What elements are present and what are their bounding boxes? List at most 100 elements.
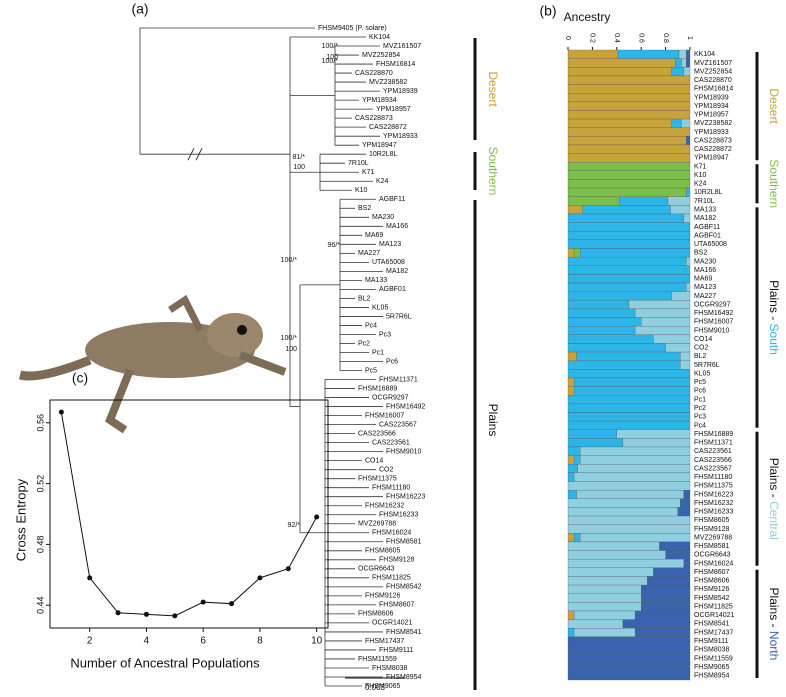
leaf-label: AGBF11 (379, 196, 405, 203)
leaf-label: MVZ269788 (358, 521, 396, 528)
ancestry-segment (622, 438, 691, 448)
ancestry-segment (641, 584, 691, 594)
point (229, 601, 235, 607)
ancestry-segment (567, 524, 691, 534)
ancestry-segment (573, 248, 581, 258)
sample-label: Pc6 (694, 388, 706, 395)
ancestry-segment (686, 49, 691, 59)
ancestry-segment (667, 196, 691, 206)
leaf-label: YPM18957 (376, 106, 411, 113)
sample-label: FHSM9111 (694, 638, 728, 645)
ancestry-segment (567, 144, 691, 154)
sample-label: MA69 (694, 276, 712, 283)
leaf-label: CO14 (365, 458, 383, 465)
leaf-label: KK104 (369, 34, 390, 41)
support-label: 96/* (328, 242, 341, 249)
sample-label: Pc4 (694, 422, 706, 429)
leaf-label: Pc2 (358, 340, 370, 347)
sample-label: FHSM16223 (694, 491, 733, 498)
panel-label: (a) (131, 1, 148, 17)
leaf-label: FHSM17437 (365, 638, 404, 645)
break-mark (187, 147, 203, 161)
sample-label: MVZ238582 (694, 120, 732, 127)
point (285, 566, 291, 572)
ancestry-segment (567, 136, 687, 146)
ancestry-segment (683, 489, 691, 499)
ancestry-segment (567, 291, 672, 301)
scale-label: 0.003 (365, 683, 386, 692)
group-label: Plains - North (767, 588, 781, 661)
group-label-part: Desert (767, 88, 781, 124)
ancestry-segment (567, 360, 681, 370)
ancestry-segment (653, 567, 691, 577)
ancestry-segment (573, 386, 691, 396)
group-label-part: North (767, 631, 781, 660)
ancestry-segment (580, 533, 691, 543)
sample-label: 7R10L (694, 198, 715, 205)
ancestry-segment (567, 308, 636, 318)
ancestry-segment (567, 118, 672, 128)
leaf-label: FHSM16232 (365, 503, 404, 510)
leaf-label: OCGR9297 (372, 394, 409, 401)
ancestry-segment (567, 343, 666, 353)
x-tick-label: 2 (87, 636, 93, 647)
ancestry-segment (567, 377, 575, 387)
ancestry-segment (567, 533, 575, 543)
ancestry-segment (567, 515, 691, 525)
ancestry-segment (567, 429, 617, 439)
sample-label: FHSM16889 (694, 431, 733, 438)
leaf-label: FHSM8606 (358, 611, 394, 618)
ancestry-segment (567, 507, 678, 517)
group-label: Plains - Central (767, 458, 781, 540)
ancestry-segment (567, 584, 642, 594)
ancestry-segment (686, 187, 691, 197)
ancestry-segment (567, 671, 691, 681)
ancestry-segment (567, 541, 660, 551)
leaf-label: FHSM16889 (358, 385, 397, 392)
ancestry-segment (567, 662, 691, 672)
leaf-label: FHSM9126 (365, 593, 401, 600)
ancestry-segment (680, 498, 691, 508)
sample-label: Pc3 (694, 414, 706, 421)
ancestry-segment (567, 610, 575, 620)
ancestry-segment (573, 472, 691, 482)
sample-label: OCGR6643 (694, 552, 731, 559)
ancestry-segment (567, 455, 575, 465)
leaf-label: FHSM11825 (372, 575, 411, 582)
ancestry-segment (665, 550, 691, 560)
leaf-label: MA166 (386, 223, 408, 230)
point (115, 610, 121, 616)
leaf-label: MVZ252854 (362, 52, 400, 59)
sample-label: FHSM8954 (694, 673, 730, 680)
leaf-label: FHSM9128 (379, 557, 415, 564)
sample-label: OCGR14021 (694, 612, 735, 619)
sample-label: FHSM9065 (694, 664, 730, 671)
sample-label: CAS228872 (694, 146, 732, 153)
sample-label: MA133 (694, 207, 716, 214)
ancestry-segment (622, 619, 691, 629)
ancestry-segment (573, 628, 636, 637)
ancestry-segment (567, 170, 691, 180)
tick-label: 1 (686, 36, 693, 40)
sample-label: MA123 (694, 284, 716, 291)
leaf-label: FHSM8038 (372, 665, 408, 672)
ancestry-segment (686, 136, 691, 146)
y-tick-label: 0.48 (35, 536, 45, 554)
leaf-label: 10R2L8L (369, 151, 398, 158)
leaf-label: MA123 (379, 241, 401, 248)
ancestry-segment (567, 386, 575, 396)
ancestry-segment (573, 377, 691, 387)
sample-label: K10 (694, 172, 707, 179)
ancestry-segment (681, 118, 691, 128)
ancestry-segment (567, 75, 691, 85)
sample-label: FHSM8607 (694, 569, 730, 576)
ancestry-segment (567, 446, 581, 456)
ancestry-segment (567, 438, 624, 448)
ancestry-segment (686, 58, 691, 68)
ancestry-segment (567, 49, 619, 59)
group-label: Desert (767, 88, 781, 124)
ancestry-segment (567, 326, 636, 335)
ancestry-segment (641, 593, 691, 603)
ancestry-segment (567, 239, 691, 249)
